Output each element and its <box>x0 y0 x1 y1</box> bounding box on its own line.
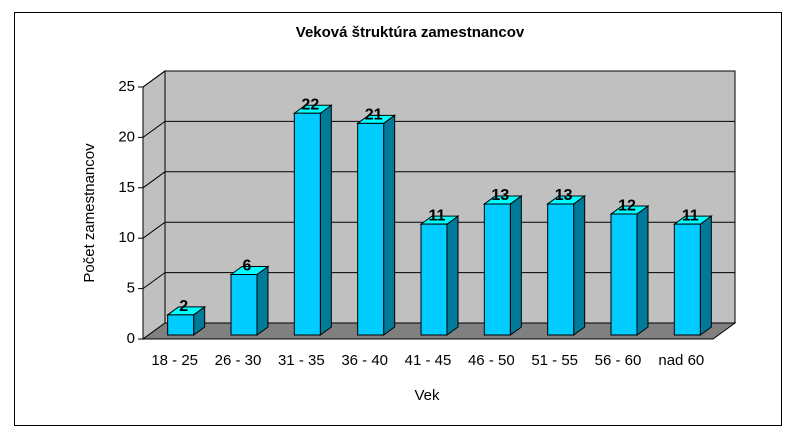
bar-front <box>357 122 385 336</box>
x-axis-title: Vek <box>414 387 440 404</box>
bar <box>356 114 397 336</box>
grid-line <box>142 171 735 189</box>
value-label: 21 <box>365 107 383 124</box>
bar <box>166 305 207 336</box>
grid-line <box>142 120 735 138</box>
bar <box>609 205 650 336</box>
bar <box>229 265 270 336</box>
value-label: 13 <box>491 187 509 204</box>
x-tick-label: 31 - 35 <box>278 352 325 369</box>
x-tick-label: 51 - 55 <box>531 352 578 369</box>
x-tick-label: 56 - 60 <box>595 352 642 369</box>
y-tick-label: 20 <box>118 128 135 145</box>
bar <box>292 104 333 336</box>
bar-side <box>509 194 522 336</box>
bar-front <box>673 223 701 336</box>
chart-title: Veková štruktúra zamestnancov <box>296 24 525 41</box>
bar-side <box>383 114 396 336</box>
side-wall <box>142 70 166 340</box>
y-axis-title: Počet zamestnancov <box>81 143 98 283</box>
y-tick-label: 0 <box>127 330 135 347</box>
value-label: 13 <box>555 187 573 204</box>
x-tick-label: 41 - 45 <box>405 352 452 369</box>
x-tick-label: nad 60 <box>658 352 704 369</box>
value-label: 11 <box>682 207 699 224</box>
y-tick-label: 15 <box>118 179 135 196</box>
y-tick-label: 5 <box>127 280 135 297</box>
bar-side <box>446 215 459 336</box>
bar-front <box>483 203 511 336</box>
bar-side <box>256 265 269 336</box>
bar <box>546 194 587 336</box>
bar-front <box>420 223 448 336</box>
bar <box>482 194 523 336</box>
value-label: 22 <box>301 96 319 113</box>
x-tick-label: 26 - 30 <box>215 352 262 369</box>
value-label: 2 <box>179 298 188 315</box>
value-label: 12 <box>618 197 636 214</box>
bar <box>419 215 460 336</box>
bar <box>672 215 713 336</box>
bar-side <box>636 205 649 336</box>
x-tick-label: 18 - 25 <box>151 352 198 369</box>
grid-line <box>142 221 735 239</box>
value-label: 11 <box>429 207 446 224</box>
bar-front <box>293 112 321 336</box>
bar-front <box>230 274 258 336</box>
bar-side <box>319 104 332 336</box>
y-tick-label: 10 <box>118 229 135 246</box>
bar-front <box>547 203 575 336</box>
x-tick-label: 46 - 50 <box>468 352 515 369</box>
y-tick-label: 25 <box>118 78 135 95</box>
x-tick-label: 36 - 40 <box>341 352 388 369</box>
grid-line <box>142 70 735 88</box>
bar-side <box>573 194 586 336</box>
bar-front <box>167 314 195 336</box>
bar-side <box>699 215 712 336</box>
bar-front <box>610 213 638 336</box>
value-label: 6 <box>243 258 252 275</box>
grid-line <box>142 272 735 290</box>
